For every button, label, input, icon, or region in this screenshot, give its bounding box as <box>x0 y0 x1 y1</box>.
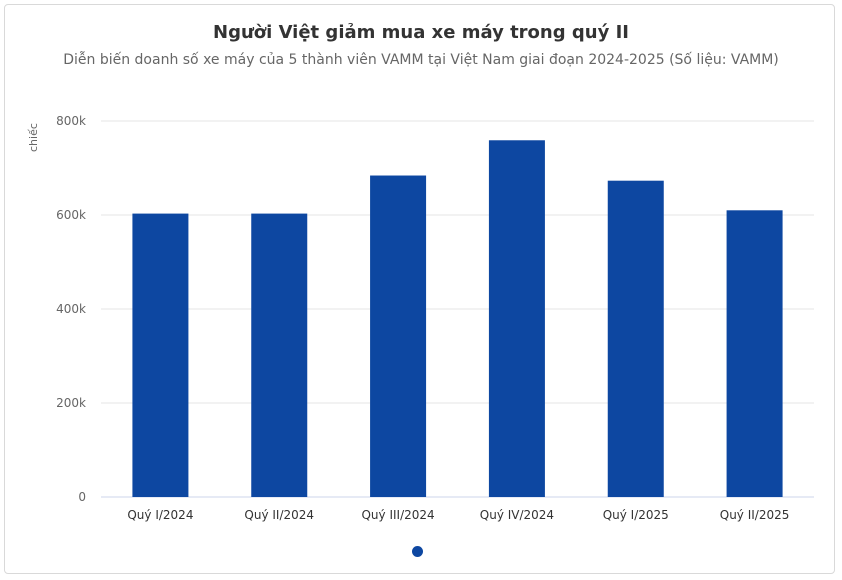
y-tick-label: 600k <box>56 208 86 222</box>
pager-dot[interactable] <box>412 546 423 557</box>
y-tick-label: 800k <box>56 114 86 128</box>
x-tick-label: Quý II/2025 <box>720 508 790 522</box>
x-tick-label: Quý IV/2024 <box>480 508 554 522</box>
chart-subtitle: Diễn biến doanh số xe máy của 5 thành vi… <box>63 52 779 68</box>
bar <box>132 213 189 497</box>
y-tick-label: 400k <box>56 302 86 316</box>
bar <box>488 140 545 497</box>
y-tick-label: 200k <box>56 396 86 410</box>
x-tick-label: Quý III/2024 <box>361 508 434 522</box>
x-tick-label: Quý II/2024 <box>244 508 314 522</box>
y-tick-label: 0 <box>78 490 86 504</box>
x-tick-label: Quý I/2025 <box>603 508 669 522</box>
bar <box>251 213 308 497</box>
bar <box>726 210 783 498</box>
x-tick-label: Quý I/2024 <box>127 508 193 522</box>
bar <box>370 175 427 497</box>
chart-title: Người Việt giảm mua xe máy trong quý II <box>213 22 629 43</box>
bar <box>607 180 664 497</box>
